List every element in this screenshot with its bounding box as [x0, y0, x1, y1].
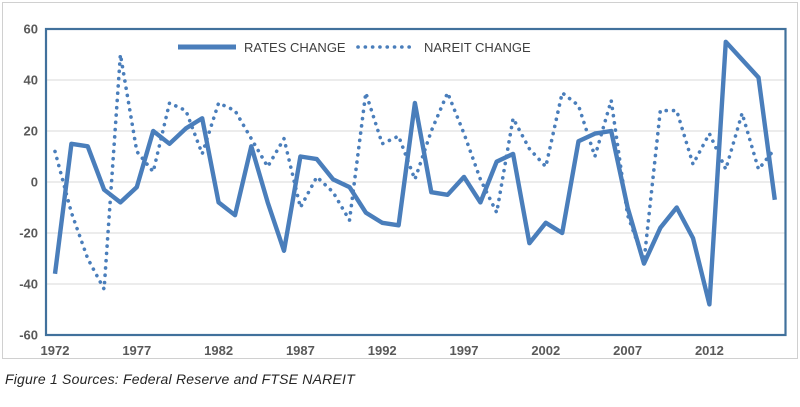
- figure-caption: Figure 1 Sources: Federal Reserve and FT…: [5, 371, 355, 387]
- x-tick-label-1982: 1982: [204, 343, 233, 358]
- y-tick-label-20: 20: [24, 124, 38, 139]
- rates-change-legend-label: RATES CHANGE: [244, 40, 346, 55]
- plot-area-border: [44, 27, 787, 337]
- y-tick-label--40: -40: [19, 277, 38, 292]
- rates-change-line: [52, 39, 777, 307]
- y-tick-label-0: 0: [31, 175, 38, 190]
- y-tick-label--60: -60: [19, 328, 38, 343]
- x-tick-label-2007: 2007: [613, 343, 642, 358]
- chart-legend: RATES CHANGE NAREIT CHANGE: [178, 40, 531, 55]
- chart-outer-border: [2, 2, 798, 359]
- x-tick-label-2012: 2012: [695, 343, 724, 358]
- x-tick-label-1972: 1972: [41, 343, 70, 358]
- x-tick-label-1997: 1997: [450, 343, 479, 358]
- series-lines: [52, 39, 777, 307]
- y-tick-label--20: -20: [19, 226, 38, 241]
- y-tick-label-40: 40: [24, 73, 38, 88]
- gridlines: [46, 79, 786, 285]
- x-tick-label-2002: 2002: [531, 343, 560, 358]
- nareit-change-line: [53, 52, 777, 291]
- x-tick-label-1992: 1992: [368, 343, 397, 358]
- x-tick-label-1977: 1977: [122, 343, 151, 358]
- y-tick-label-60: 60: [24, 22, 38, 37]
- nareit-change-legend-label: NAREIT CHANGE: [424, 40, 531, 55]
- x-tick-label-1987: 1987: [286, 343, 315, 358]
